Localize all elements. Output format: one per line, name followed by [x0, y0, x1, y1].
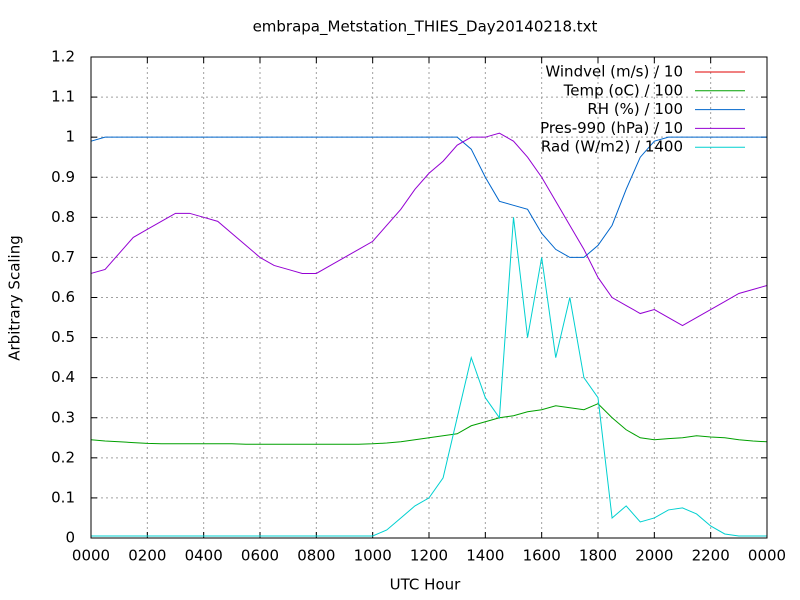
- x-tick-label: 0400: [185, 547, 223, 565]
- y-tick-label: 0.1: [51, 488, 75, 506]
- series-line: [90, 132, 768, 327]
- x-tick-label: 1200: [410, 547, 448, 565]
- y-tick-label: 1: [65, 128, 75, 146]
- y-tick-label: 1.2: [51, 48, 75, 66]
- y-tick-label: 0.2: [51, 448, 75, 466]
- y-tick-label: 0.4: [51, 368, 75, 386]
- y-tick-label: 0.7: [51, 248, 75, 266]
- plot-border: [90, 56, 768, 539]
- y-tick-label: 0.3: [51, 408, 75, 426]
- series-line: [90, 136, 767, 258]
- y-tick-label: 0: [65, 529, 75, 547]
- x-axis-label: UTC Hour: [390, 576, 461, 594]
- chart-title: embrapa_Metstation_THIES_Day20140218.txt: [253, 18, 598, 37]
- series-line: [91, 217, 767, 537]
- x-tick-label: 1400: [466, 547, 504, 565]
- x-tick-label: 0800: [297, 547, 335, 565]
- y-tick-label: 0.9: [51, 168, 75, 186]
- y-tick-label: 0.8: [51, 208, 75, 226]
- y-tick-label: 1.1: [51, 88, 75, 106]
- x-tick-label: 2000: [635, 547, 673, 565]
- legend-label: Pres-990 (hPa) / 10: [540, 119, 683, 137]
- x-tick-label: 0000: [72, 547, 110, 565]
- series-line: [90, 403, 768, 445]
- x-tick-label: 0200: [128, 547, 166, 565]
- y-tick-label: 0.5: [51, 328, 75, 346]
- y-tick-label: 0.6: [51, 288, 75, 306]
- legend-label: Temp (oC) / 100: [563, 81, 683, 99]
- y-axis-label: Arbitrary Scaling: [6, 235, 24, 361]
- legend-label: Rad (W/m2) / 1400: [541, 138, 683, 156]
- x-tick-label: 0000: [748, 547, 786, 565]
- x-tick-label: 0600: [241, 547, 279, 565]
- legend-label: RH (%) / 100: [587, 100, 683, 118]
- x-tick-label: 1600: [523, 547, 561, 565]
- x-tick-label: 2200: [692, 547, 730, 565]
- x-tick-label: 1000: [354, 547, 392, 565]
- x-tick-label: 1800: [579, 547, 617, 565]
- legend-label: Windvel (m/s) / 10: [545, 63, 683, 81]
